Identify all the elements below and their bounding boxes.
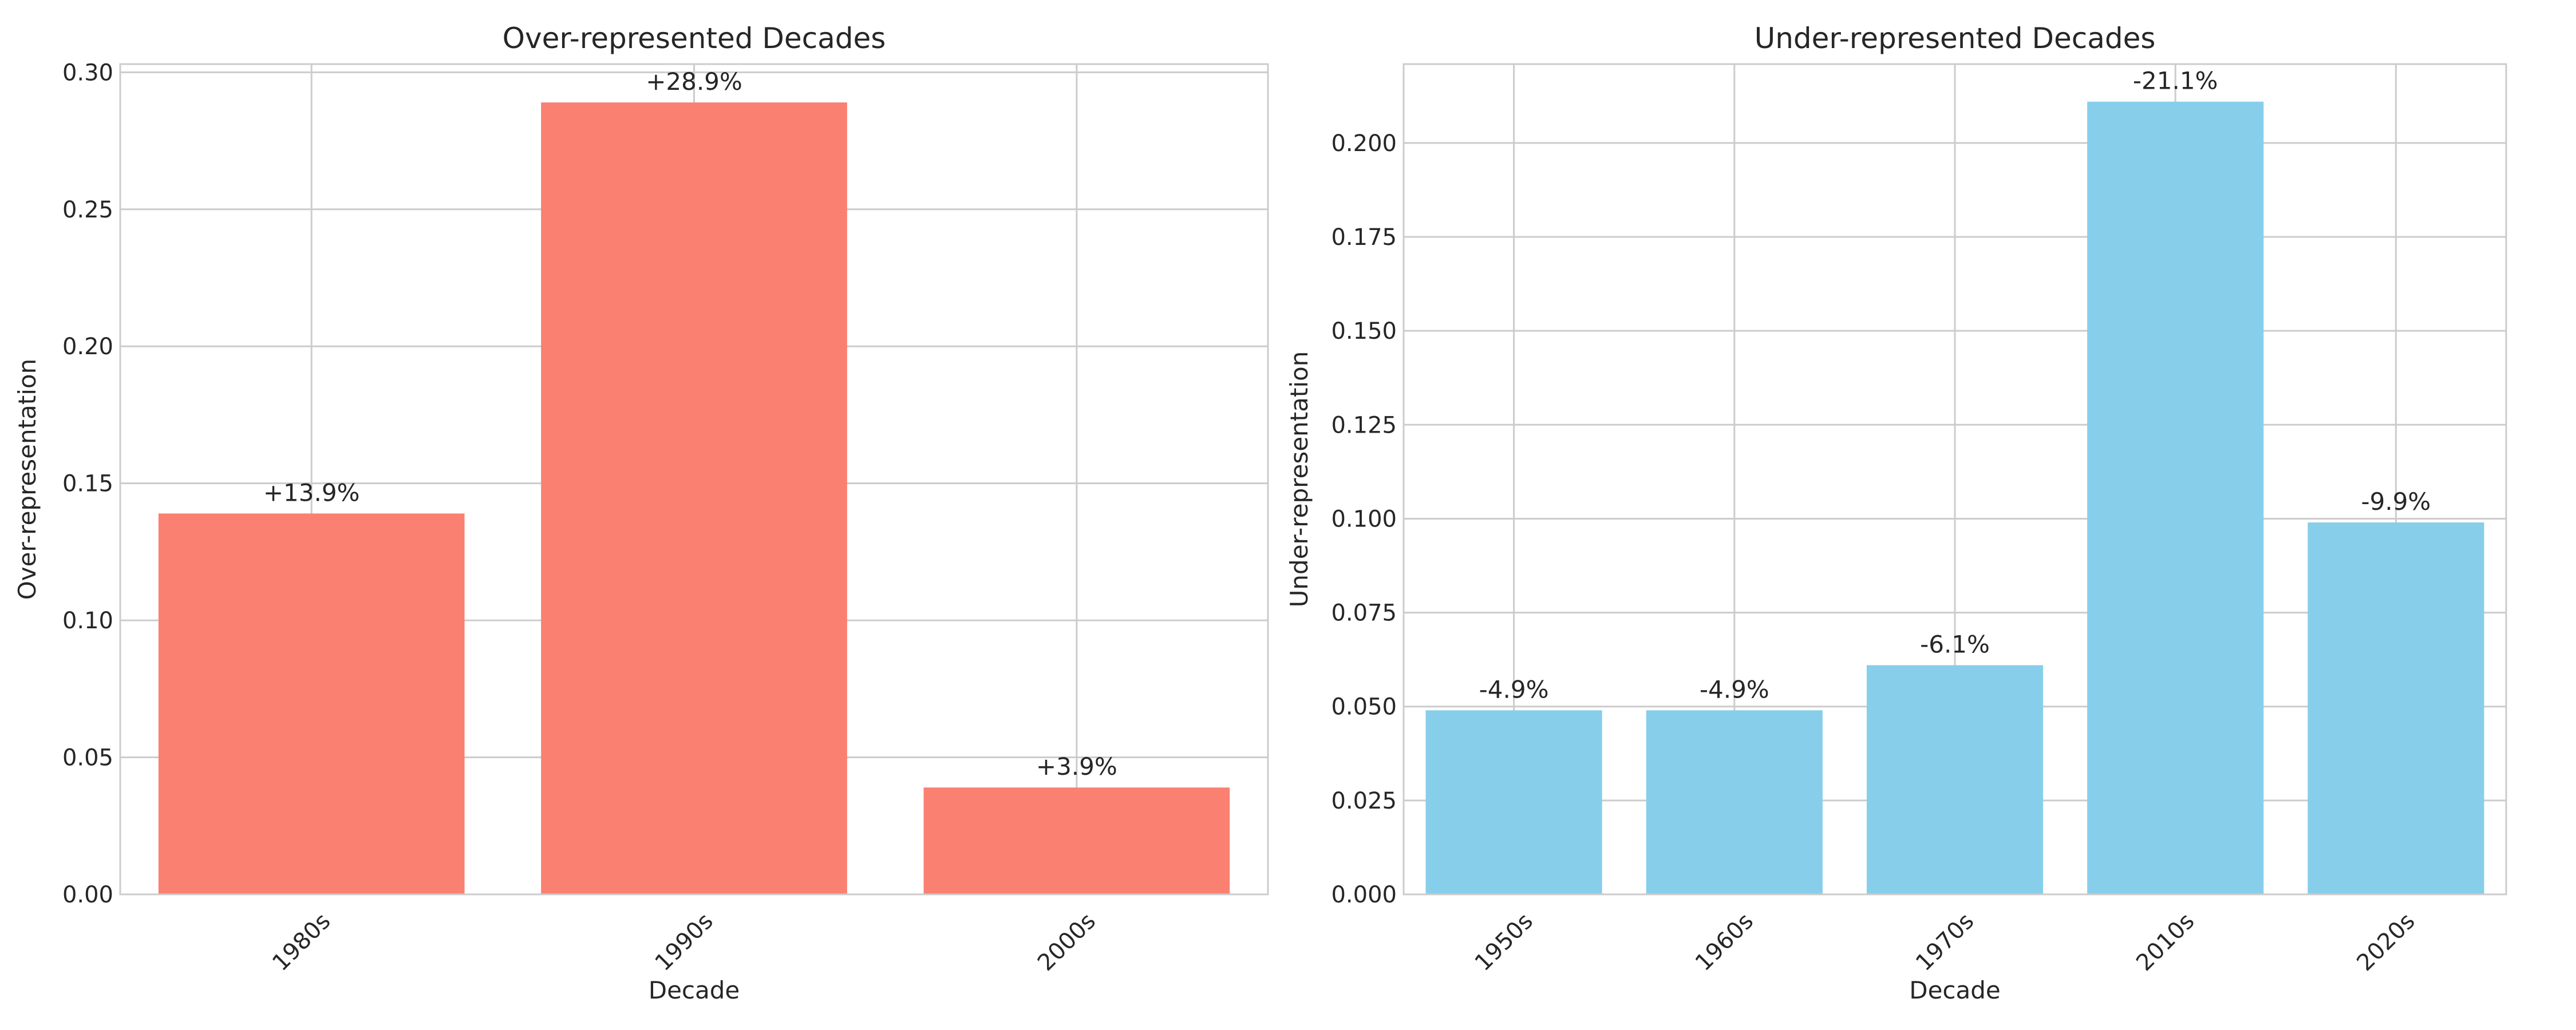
- y-tick-label: 0.200: [1331, 130, 1397, 157]
- y-tick-label: 0.00: [62, 882, 113, 908]
- bar-value-label: -6.1%: [1920, 630, 1990, 658]
- y-axis-label: Under-representation: [1285, 351, 1313, 608]
- bar: [923, 787, 1230, 894]
- y-tick-label: 0.025: [1331, 788, 1397, 814]
- x-axis-label: Decade: [649, 976, 740, 1004]
- chart-title: Under-represented Decades: [1755, 22, 2156, 55]
- chart-1: 0.00 0.05 0.10 0.15 0.20 0.25 0.30 +13.9% +28.9%…: [13, 22, 1269, 1004]
- y-tick-label: 0.20: [62, 334, 113, 360]
- y-tick-label: 0.175: [1331, 224, 1397, 251]
- x-tick-label: 2000s: [1033, 908, 1101, 976]
- x-tick-label: 1970s: [1911, 908, 1979, 976]
- y-tick-label: 0.100: [1331, 506, 1397, 532]
- bar-value-label: -4.9%: [1479, 675, 1549, 703]
- x-tick-label: 1960s: [1690, 908, 1759, 976]
- bar: [1646, 710, 1823, 894]
- y-tick-label: 0.125: [1331, 412, 1397, 438]
- bar-value-label: -9.9%: [2361, 488, 2431, 516]
- axes-frame: [1402, 63, 2507, 896]
- x-axis-label: Decade: [1909, 976, 2001, 1004]
- bar: [541, 102, 847, 894]
- chart-2: 0.000 0.025 0.050 0.075 0.100 0.125 0.150 0.175…: [1285, 22, 2507, 1004]
- y-tick-label: 0.10: [62, 608, 113, 634]
- y-axis-label: Over-representation: [13, 359, 41, 600]
- bar: [158, 513, 465, 894]
- bar: [1425, 710, 1602, 894]
- x-tick-label: 2010s: [2131, 908, 2199, 976]
- bar-value-label: -4.9%: [1700, 675, 1769, 703]
- y-tick-label: 0.15: [62, 471, 113, 497]
- bar-value-label: -21.1%: [2133, 67, 2218, 95]
- bar: [1866, 665, 2044, 894]
- bar: [2308, 522, 2484, 894]
- y-tick-label: 0.30: [62, 60, 113, 86]
- chart-title: Over-represented Decades: [503, 22, 886, 55]
- y-tick-label: 0.150: [1331, 318, 1397, 344]
- bar-value-label: +3.9%: [1036, 752, 1117, 781]
- x-tick-label: 1950s: [1470, 908, 1538, 976]
- x-tick-label: 2020s: [2352, 908, 2420, 976]
- y-tick-label: 0.25: [62, 197, 113, 223]
- x-tick-label: 1980s: [267, 908, 335, 976]
- y-tick-label: 0.050: [1331, 694, 1397, 720]
- axes-frame: [119, 63, 1269, 896]
- y-tick-label: 0.000: [1331, 882, 1397, 908]
- x-tick-label: 1990s: [650, 908, 718, 976]
- y-tick-label: 0.05: [62, 745, 113, 771]
- bar-value-label: +28.9%: [646, 68, 742, 96]
- y-tick-label: 0.075: [1331, 600, 1397, 627]
- bar-value-label: +13.9%: [263, 478, 360, 506]
- bar: [2087, 101, 2264, 894]
